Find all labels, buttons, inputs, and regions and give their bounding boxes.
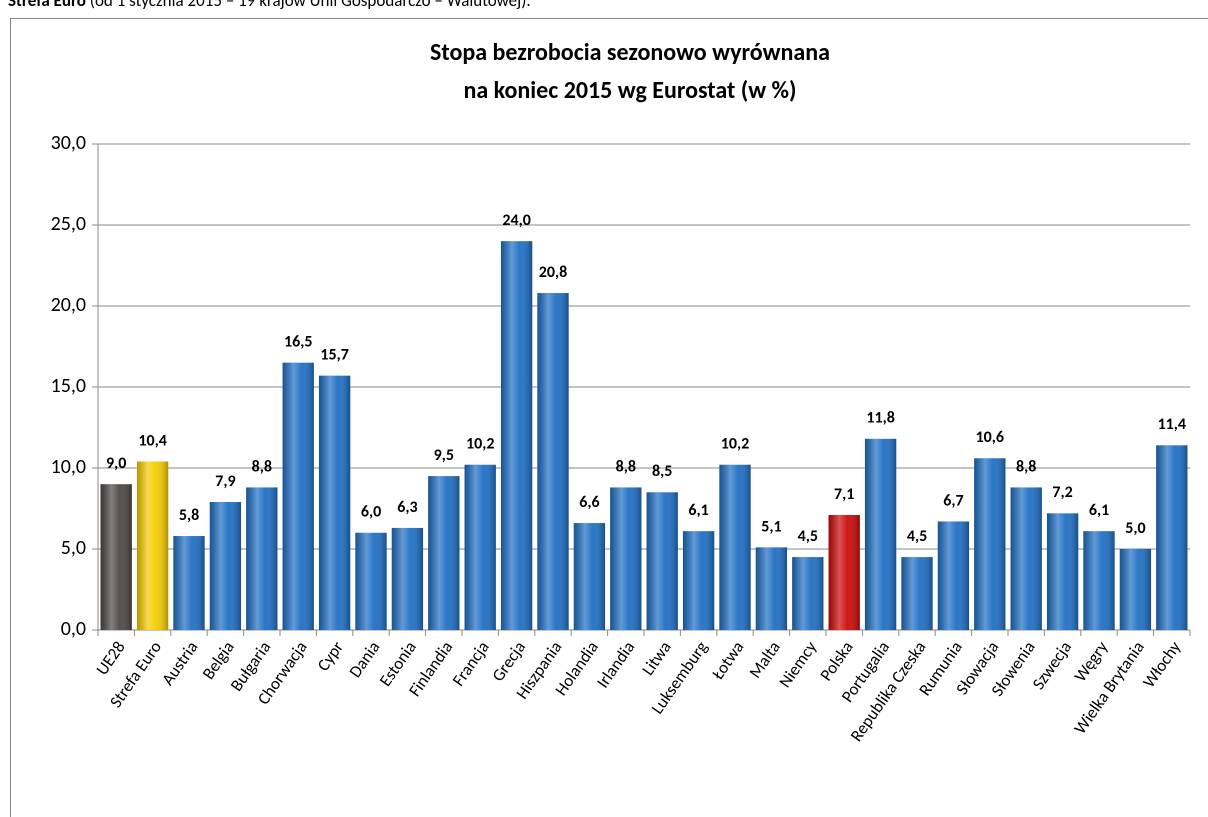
bar-shine xyxy=(464,464,496,630)
x-tick-label: Włochy xyxy=(1138,637,1185,692)
data-label: 8,8 xyxy=(1016,457,1036,476)
bar-shine xyxy=(355,532,387,630)
x-tick-label: Niemcy xyxy=(774,637,821,692)
bar-shine xyxy=(755,547,788,630)
data-label: 7,2 xyxy=(1052,483,1072,502)
x-tick-label: Francja xyxy=(448,637,494,690)
y-tick-label: 30,0 xyxy=(51,131,86,155)
x-tick-label: Austria xyxy=(157,637,202,689)
bar-shine xyxy=(246,487,278,630)
data-label: 6,1 xyxy=(1089,501,1109,520)
bar-shine xyxy=(1156,445,1188,630)
data-label: 5,1 xyxy=(761,517,781,536)
data-label: 6,1 xyxy=(688,501,708,520)
bar-shine xyxy=(1083,531,1115,630)
bar-shine xyxy=(682,531,715,630)
bar-shine xyxy=(136,461,169,630)
data-label: 6,3 xyxy=(397,498,417,517)
data-label: 20,8 xyxy=(539,263,567,282)
data-label: 9,0 xyxy=(106,454,126,473)
bar-shine xyxy=(1010,487,1042,630)
bar-shine xyxy=(537,293,569,630)
data-label: 8,8 xyxy=(252,457,272,476)
bar-shine xyxy=(428,476,460,630)
y-tick-label: 15,0 xyxy=(51,374,86,398)
bar-shine xyxy=(864,438,897,630)
chart-border xyxy=(10,18,1208,817)
bar-shine xyxy=(573,523,606,630)
data-label: 4,5 xyxy=(907,527,927,546)
data-label: 6,0 xyxy=(361,503,381,522)
y-tick-label: 0,0 xyxy=(61,617,86,641)
data-label: 24,0 xyxy=(502,211,530,230)
data-label: 7,9 xyxy=(215,472,235,491)
bar-shine xyxy=(100,484,132,630)
data-label: 6,6 xyxy=(579,493,599,512)
data-label: 16,5 xyxy=(284,333,312,352)
bar-shine xyxy=(500,241,533,630)
data-label: 7,1 xyxy=(834,485,854,504)
bar-shine xyxy=(1046,513,1079,630)
chart-title: na koniec 2015 wg Eurostat (w %) xyxy=(463,76,796,105)
bar-shine xyxy=(901,557,933,630)
data-label: 5,8 xyxy=(179,506,199,525)
caption: Strefa Euro (od 1 stycznia 2015 – 19 kra… xyxy=(8,0,531,11)
bar-shine xyxy=(937,521,970,630)
data-label: 10,2 xyxy=(466,435,494,454)
x-tick-label: Irlandia xyxy=(592,637,639,692)
bar-shine xyxy=(209,502,242,630)
y-tick-label: 5,0 xyxy=(61,536,86,560)
data-label: 8,8 xyxy=(616,457,636,476)
data-label: 6,7 xyxy=(943,491,963,510)
caption-rest: (od 1 stycznia 2015 – 19 krajów Unii Gos… xyxy=(86,0,531,11)
bar-shine xyxy=(828,514,860,630)
bar-shine xyxy=(719,464,751,630)
data-label: 10,2 xyxy=(721,435,749,454)
bar-shine xyxy=(1119,549,1152,630)
y-tick-label: 10,0 xyxy=(51,455,86,479)
data-label: 10,6 xyxy=(976,428,1004,447)
y-tick-label: 25,0 xyxy=(51,212,86,236)
data-label: 8,5 xyxy=(652,462,672,481)
x-tick-label: Cypr xyxy=(313,637,348,675)
bar-shine xyxy=(391,527,424,630)
data-label: 9,5 xyxy=(434,446,454,465)
data-label: 5,0 xyxy=(1125,519,1145,538)
data-label: 15,7 xyxy=(320,346,348,365)
data-label: 4,5 xyxy=(798,527,818,546)
x-tick-label: Łotwa xyxy=(707,637,748,684)
bar-shine xyxy=(646,492,678,630)
data-label: 11,4 xyxy=(1158,415,1186,434)
data-label: 11,8 xyxy=(866,409,894,428)
bar-shine xyxy=(792,557,824,630)
bar-shine xyxy=(318,375,351,630)
bar-shine xyxy=(282,362,314,630)
chart-title: Stopa bezrobocia sezonowo wyrównana xyxy=(430,38,830,67)
bar-shine xyxy=(610,487,642,630)
y-tick-label: 20,0 xyxy=(51,293,86,317)
bar-shine xyxy=(173,536,205,630)
x-tick-label: Szwecja xyxy=(1028,637,1076,693)
data-label: 10,4 xyxy=(138,431,166,450)
bar-shine xyxy=(974,458,1006,630)
caption-bold: Strefa Euro xyxy=(8,0,86,11)
